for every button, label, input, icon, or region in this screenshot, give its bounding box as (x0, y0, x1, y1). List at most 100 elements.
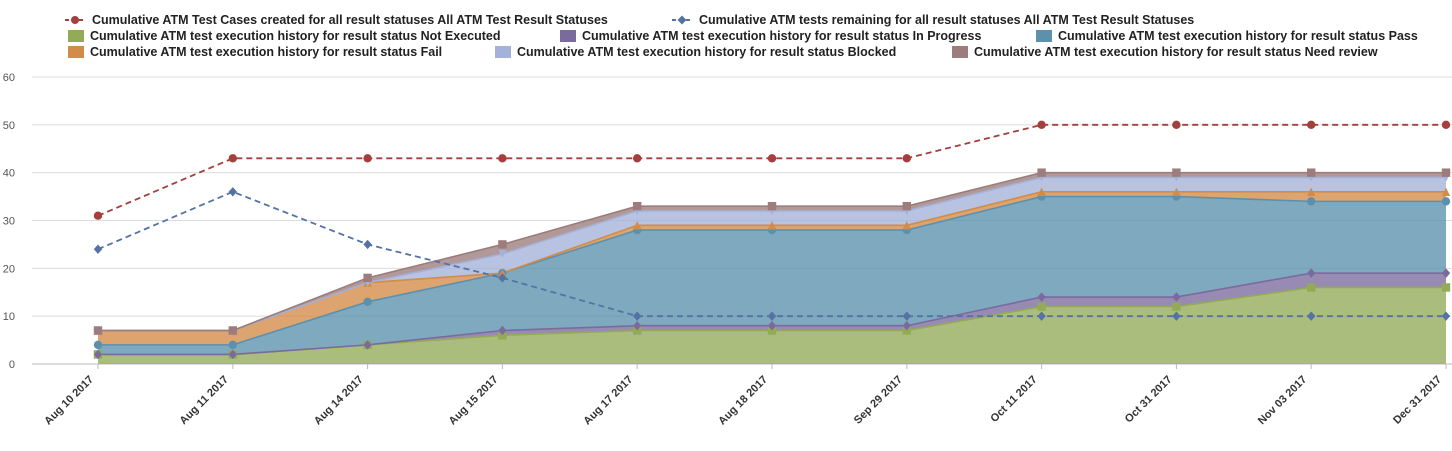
point-fail (902, 221, 911, 230)
point-tests-remaining (228, 187, 237, 197)
x-tick-label: Aug 17 2017 (581, 374, 635, 428)
legend-item-in-progress[interactable]: Cumulative ATM test execution history fo… (560, 28, 981, 44)
legend-label: Cumulative ATM test execution history fo… (974, 45, 1378, 59)
point-test-cases-created (363, 154, 372, 163)
point-test-cases-created (498, 154, 507, 163)
point-in-progress (498, 325, 507, 336)
point-tests-remaining (93, 244, 103, 254)
point-in-progress (1037, 292, 1046, 302)
point-not-executed (767, 326, 777, 335)
legend-item-test-cases-created[interactable]: Cumulative ATM Test Cases created for al… (64, 12, 608, 28)
point-need-review (1307, 168, 1316, 177)
point-in-progress (902, 321, 911, 331)
legend-item-need-review[interactable]: Cumulative ATM test execution history fo… (952, 44, 1378, 60)
point-need-review (228, 326, 237, 335)
point-tests-remaining (1037, 311, 1046, 321)
area-in-progress (98, 273, 1446, 355)
y-tick-label: 30 (3, 216, 15, 228)
y-tick-label: 20 (3, 263, 15, 275)
point-in-progress (633, 321, 642, 331)
point-need-review (633, 201, 642, 211)
point-tests-remaining (363, 239, 372, 250)
point-test-cases-created (1307, 120, 1316, 130)
point-tests-remaining (767, 311, 777, 321)
point-test-cases-created (228, 154, 237, 163)
x-tick-label: Oct 31 2017 (1123, 374, 1175, 426)
legend-item-not-executed[interactable]: Cumulative ATM test execution history fo… (68, 28, 501, 44)
x-tick-label: Aug 11 2017 (177, 374, 230, 427)
legend-label: Cumulative ATM Test Cases created for al… (92, 13, 608, 27)
point-tests-remaining (1441, 311, 1451, 321)
point-pass (1307, 197, 1316, 206)
point-need-review (498, 240, 507, 249)
y-tick-label: 60 (3, 72, 15, 84)
point-pass (228, 340, 237, 350)
legend-label: Cumulative ATM test execution history fo… (517, 45, 897, 59)
legend-label: Cumulative ATM tests remaining for all r… (699, 13, 1195, 27)
point-test-cases-created (1441, 120, 1451, 130)
point-in-progress (1172, 292, 1181, 302)
legend-label: Cumulative ATM test execution history fo… (582, 29, 982, 43)
point-in-progress (228, 349, 237, 360)
chart-legend: Cumulative ATM Test Cases created for al… (0, 0, 1452, 64)
x-tick-label: Nov 03 2017 (1256, 374, 1309, 427)
legend-item-fail[interactable]: Cumulative ATM test execution history fo… (68, 44, 442, 60)
legend-swatch-square (560, 30, 576, 42)
point-fail (1441, 187, 1451, 196)
point-pass (1441, 197, 1451, 206)
legend-label: Cumulative ATM test execution history fo… (90, 45, 443, 59)
point-not-executed (1172, 302, 1181, 311)
point-pass (93, 340, 103, 350)
point-fail (767, 221, 777, 230)
point-not-executed (1441, 283, 1451, 292)
point-in-progress (1441, 268, 1451, 278)
point-not-executed (1037, 302, 1046, 311)
y-tick-label: 0 (9, 359, 15, 371)
x-tick-label: Dec 31 2017 (1391, 374, 1444, 427)
point-not-executed (1307, 283, 1316, 292)
y-tick-label: 40 (3, 168, 15, 180)
point-fail (1172, 187, 1181, 196)
legend-swatch-square (68, 46, 84, 58)
point-tests-remaining (1172, 311, 1181, 321)
x-tick-label: Aug 14 2017 (312, 374, 366, 428)
legend-swatch-dashed-circle (65, 16, 85, 24)
y-tick-label: 10 (3, 311, 15, 323)
legend-item-tests-remaining[interactable]: Cumulative ATM tests remaining for all r… (671, 12, 1194, 28)
point-fail (1037, 187, 1046, 196)
legend-swatch-dashed-diamond (672, 15, 692, 25)
legend-swatch-square (68, 30, 84, 42)
point-tests-remaining (633, 311, 642, 321)
point-in-progress (93, 349, 103, 360)
point-test-cases-created (902, 154, 911, 163)
legend-item-pass[interactable]: Cumulative ATM test execution history fo… (1036, 28, 1418, 44)
point-in-progress (363, 340, 372, 350)
point-fail (1307, 187, 1316, 196)
point-tests-remaining (1307, 311, 1316, 321)
point-pass (363, 297, 372, 307)
x-tick-label: Oct 11 2017 (988, 374, 1039, 425)
x-tick-label: Aug 18 2017 (716, 374, 770, 428)
point-tests-remaining (902, 311, 911, 321)
point-in-progress (1307, 268, 1316, 278)
x-tick-label: Aug 10 2017 (42, 374, 96, 428)
point-need-review (1172, 168, 1181, 177)
point-test-cases-created (1037, 120, 1046, 130)
point-fail (633, 221, 642, 230)
point-need-review (93, 326, 103, 335)
point-need-review (363, 273, 372, 283)
point-not-executed (633, 326, 642, 335)
legend-swatch-square (1036, 30, 1052, 42)
point-not-executed (902, 326, 911, 335)
legend-label: Cumulative ATM test execution history fo… (1058, 29, 1418, 43)
legend-item-blocked[interactable]: Cumulative ATM test execution history fo… (495, 44, 896, 60)
point-need-review (1037, 168, 1046, 177)
point-not-executed (498, 331, 507, 340)
point-test-cases-created (767, 154, 777, 163)
point-need-review (902, 201, 911, 211)
legend-swatch-square (495, 46, 511, 58)
point-need-review (767, 201, 777, 211)
area-pass (98, 196, 1446, 355)
point-need-review (1441, 168, 1451, 177)
